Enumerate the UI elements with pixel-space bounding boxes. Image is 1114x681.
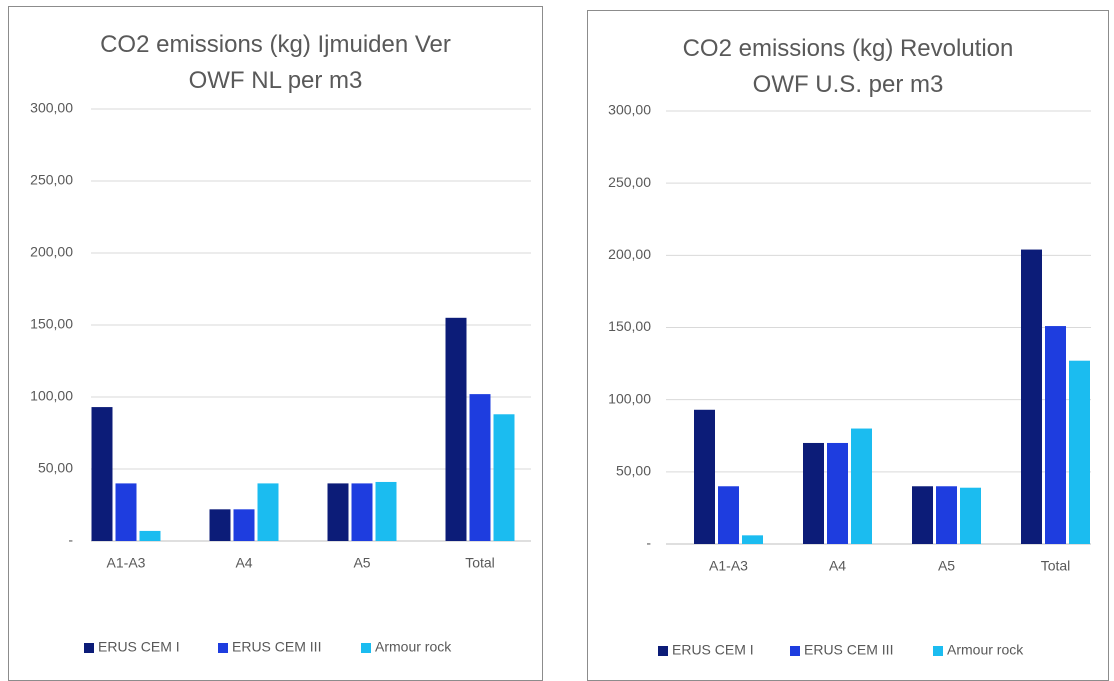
y-tick-label: 300,00 — [608, 102, 651, 118]
bar — [912, 486, 933, 544]
bar — [936, 486, 957, 544]
bar — [1045, 326, 1066, 544]
chart-panel: CO2 emissions (kg) Revolution OWF U.S. p… — [587, 10, 1109, 681]
y-tick-label: 50,00 — [616, 463, 651, 479]
bar — [718, 486, 739, 544]
legend-label: ERUS CEM I — [98, 639, 180, 655]
bar — [742, 535, 763, 544]
y-tick-label: 100,00 — [608, 390, 651, 406]
y-tick-label: 50,00 — [38, 460, 73, 476]
legend-swatch — [658, 646, 668, 656]
y-tick-label: 200,00 — [608, 246, 651, 262]
bar — [351, 483, 373, 541]
y-tick-label: - — [646, 535, 651, 551]
chart: - 50,00 100,00 150,00 200,00 250,00 300,00 A1-A… — [30, 100, 531, 655]
y-tick-label: 200,00 — [30, 244, 73, 260]
x-tick-label: A1-A3 — [709, 558, 748, 574]
chart-title: CO2 emissions (kg) Ijmuiden Ver OWF NL p… — [100, 31, 451, 94]
legend-label: Armour rock — [947, 642, 1024, 658]
x-tick-label: Total — [1041, 558, 1071, 574]
bar — [960, 487, 981, 544]
x-tick-label: A5 — [938, 558, 955, 574]
y-tick-label: 150,00 — [608, 318, 651, 334]
bar — [209, 509, 231, 541]
bar — [469, 394, 491, 541]
chart-title: CO2 emissions (kg) Revolution OWF U.S. p… — [682, 35, 1014, 98]
y-tick-label: - — [68, 532, 73, 548]
legend-swatch — [790, 646, 800, 656]
legend-label: ERUS CEM III — [232, 639, 321, 655]
bar — [827, 442, 848, 544]
bar — [803, 442, 824, 544]
chart-panel: CO2 emissions (kg) Ijmuiden Ver OWF NL p… — [8, 6, 543, 681]
legend-swatch — [361, 643, 371, 653]
y-tick-label: 300,00 — [30, 100, 73, 116]
legend-swatch — [933, 646, 943, 656]
x-tick-label: A1-A3 — [107, 555, 146, 571]
bar — [139, 530, 161, 541]
bar — [493, 414, 515, 541]
bar — [233, 509, 255, 541]
bar — [694, 409, 715, 544]
bar — [375, 481, 397, 541]
x-tick-label: Total — [465, 555, 495, 571]
x-tick-label: A4 — [235, 555, 252, 571]
y-tick-label: 250,00 — [30, 172, 73, 188]
y-tick-label: 100,00 — [30, 388, 73, 404]
bar — [851, 428, 872, 544]
legend-label: Armour rock — [375, 639, 452, 655]
legend-label: ERUS CEM III — [804, 642, 893, 658]
bar — [327, 483, 349, 541]
x-tick-label: A5 — [353, 555, 370, 571]
bar — [1069, 360, 1090, 544]
bar — [115, 483, 137, 541]
bar — [257, 483, 279, 541]
chart: - 50,00 100,00 150,00 200,00 250,00 300,00 A1-A… — [608, 102, 1091, 658]
legend-swatch — [84, 643, 94, 653]
bar — [445, 317, 467, 541]
legend-swatch — [218, 643, 228, 653]
y-tick-label: 150,00 — [30, 316, 73, 332]
x-tick-label: A4 — [829, 558, 846, 574]
bar — [91, 407, 113, 541]
bar — [1021, 249, 1042, 544]
legend-label: ERUS CEM I — [672, 642, 754, 658]
y-tick-label: 250,00 — [608, 174, 651, 190]
